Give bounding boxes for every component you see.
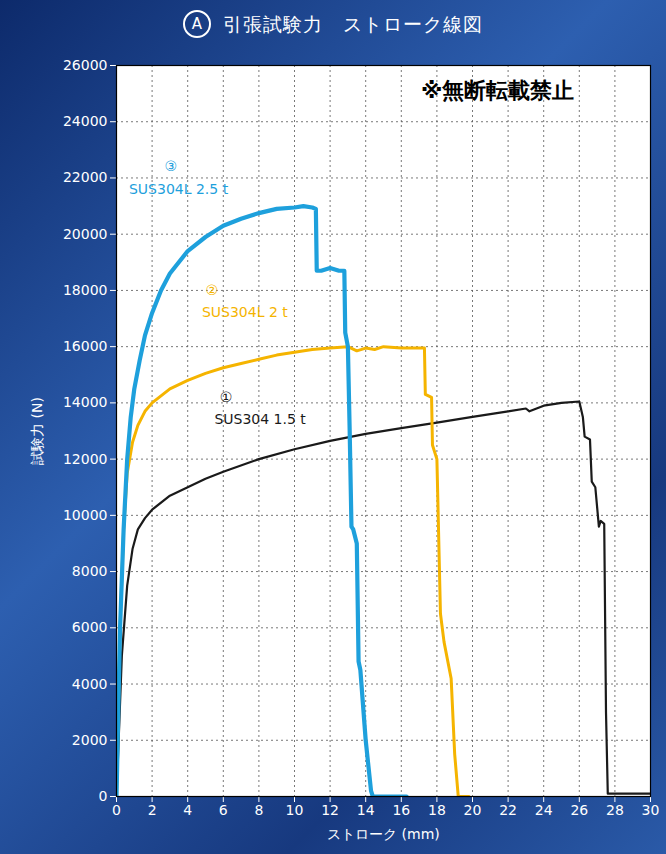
svg-text:10: 10 (286, 802, 304, 818)
svg-text:20: 20 (464, 802, 482, 818)
svg-text:4: 4 (183, 802, 192, 818)
svg-text:30: 30 (642, 802, 660, 818)
svg-text:③: ③ (165, 158, 178, 174)
svg-text:2: 2 (148, 802, 157, 818)
svg-text:①: ① (220, 389, 233, 405)
svg-text:12: 12 (321, 802, 339, 818)
svg-text:24000: 24000 (63, 113, 108, 129)
svg-text:SUS304L 2 t: SUS304L 2 t (202, 304, 288, 320)
svg-text:10000: 10000 (63, 507, 108, 523)
svg-text:14: 14 (357, 802, 375, 818)
svg-text:22: 22 (499, 802, 517, 818)
svg-text:SUS304L 2.5 t: SUS304L 2.5 t (129, 181, 229, 197)
svg-text:28: 28 (606, 802, 624, 818)
svg-text:22000: 22000 (63, 169, 108, 185)
svg-text:SUS304 1.5 t: SUS304 1.5 t (214, 411, 306, 427)
svg-text:18: 18 (428, 802, 446, 818)
html-text:引張試験力 ストローク線図: 引張試験力 ストローク線図 (223, 12, 483, 35)
svg-text:※無断転載禁止: ※無断転載禁止 (421, 78, 574, 103)
svg-text:0: 0 (99, 788, 108, 804)
svg-text:14000: 14000 (63, 394, 108, 410)
svg-text:6: 6 (219, 802, 228, 818)
svg-text:試験力 (N): 試験力 (N) (29, 397, 45, 465)
svg-text:16: 16 (392, 802, 410, 818)
svg-text:2000: 2000 (72, 732, 108, 748)
svg-text:18000: 18000 (63, 282, 108, 298)
svg-text:0: 0 (112, 802, 121, 818)
svg-text:4000: 4000 (72, 676, 108, 692)
svg-text:8: 8 (254, 802, 263, 818)
svg-text:②: ② (206, 282, 219, 298)
svg-text:16000: 16000 (63, 338, 108, 354)
svg-text:6000: 6000 (72, 619, 108, 635)
svg-text:20000: 20000 (63, 226, 108, 242)
svg-text:26: 26 (570, 802, 588, 818)
html-text:A: A (191, 14, 203, 33)
svg-text:12000: 12000 (63, 451, 108, 467)
svg-text:24: 24 (535, 802, 553, 818)
svg-text:ストローク (mm): ストローク (mm) (327, 826, 440, 842)
svg-text:8000: 8000 (72, 563, 108, 579)
svg-text:26000: 26000 (63, 57, 108, 73)
